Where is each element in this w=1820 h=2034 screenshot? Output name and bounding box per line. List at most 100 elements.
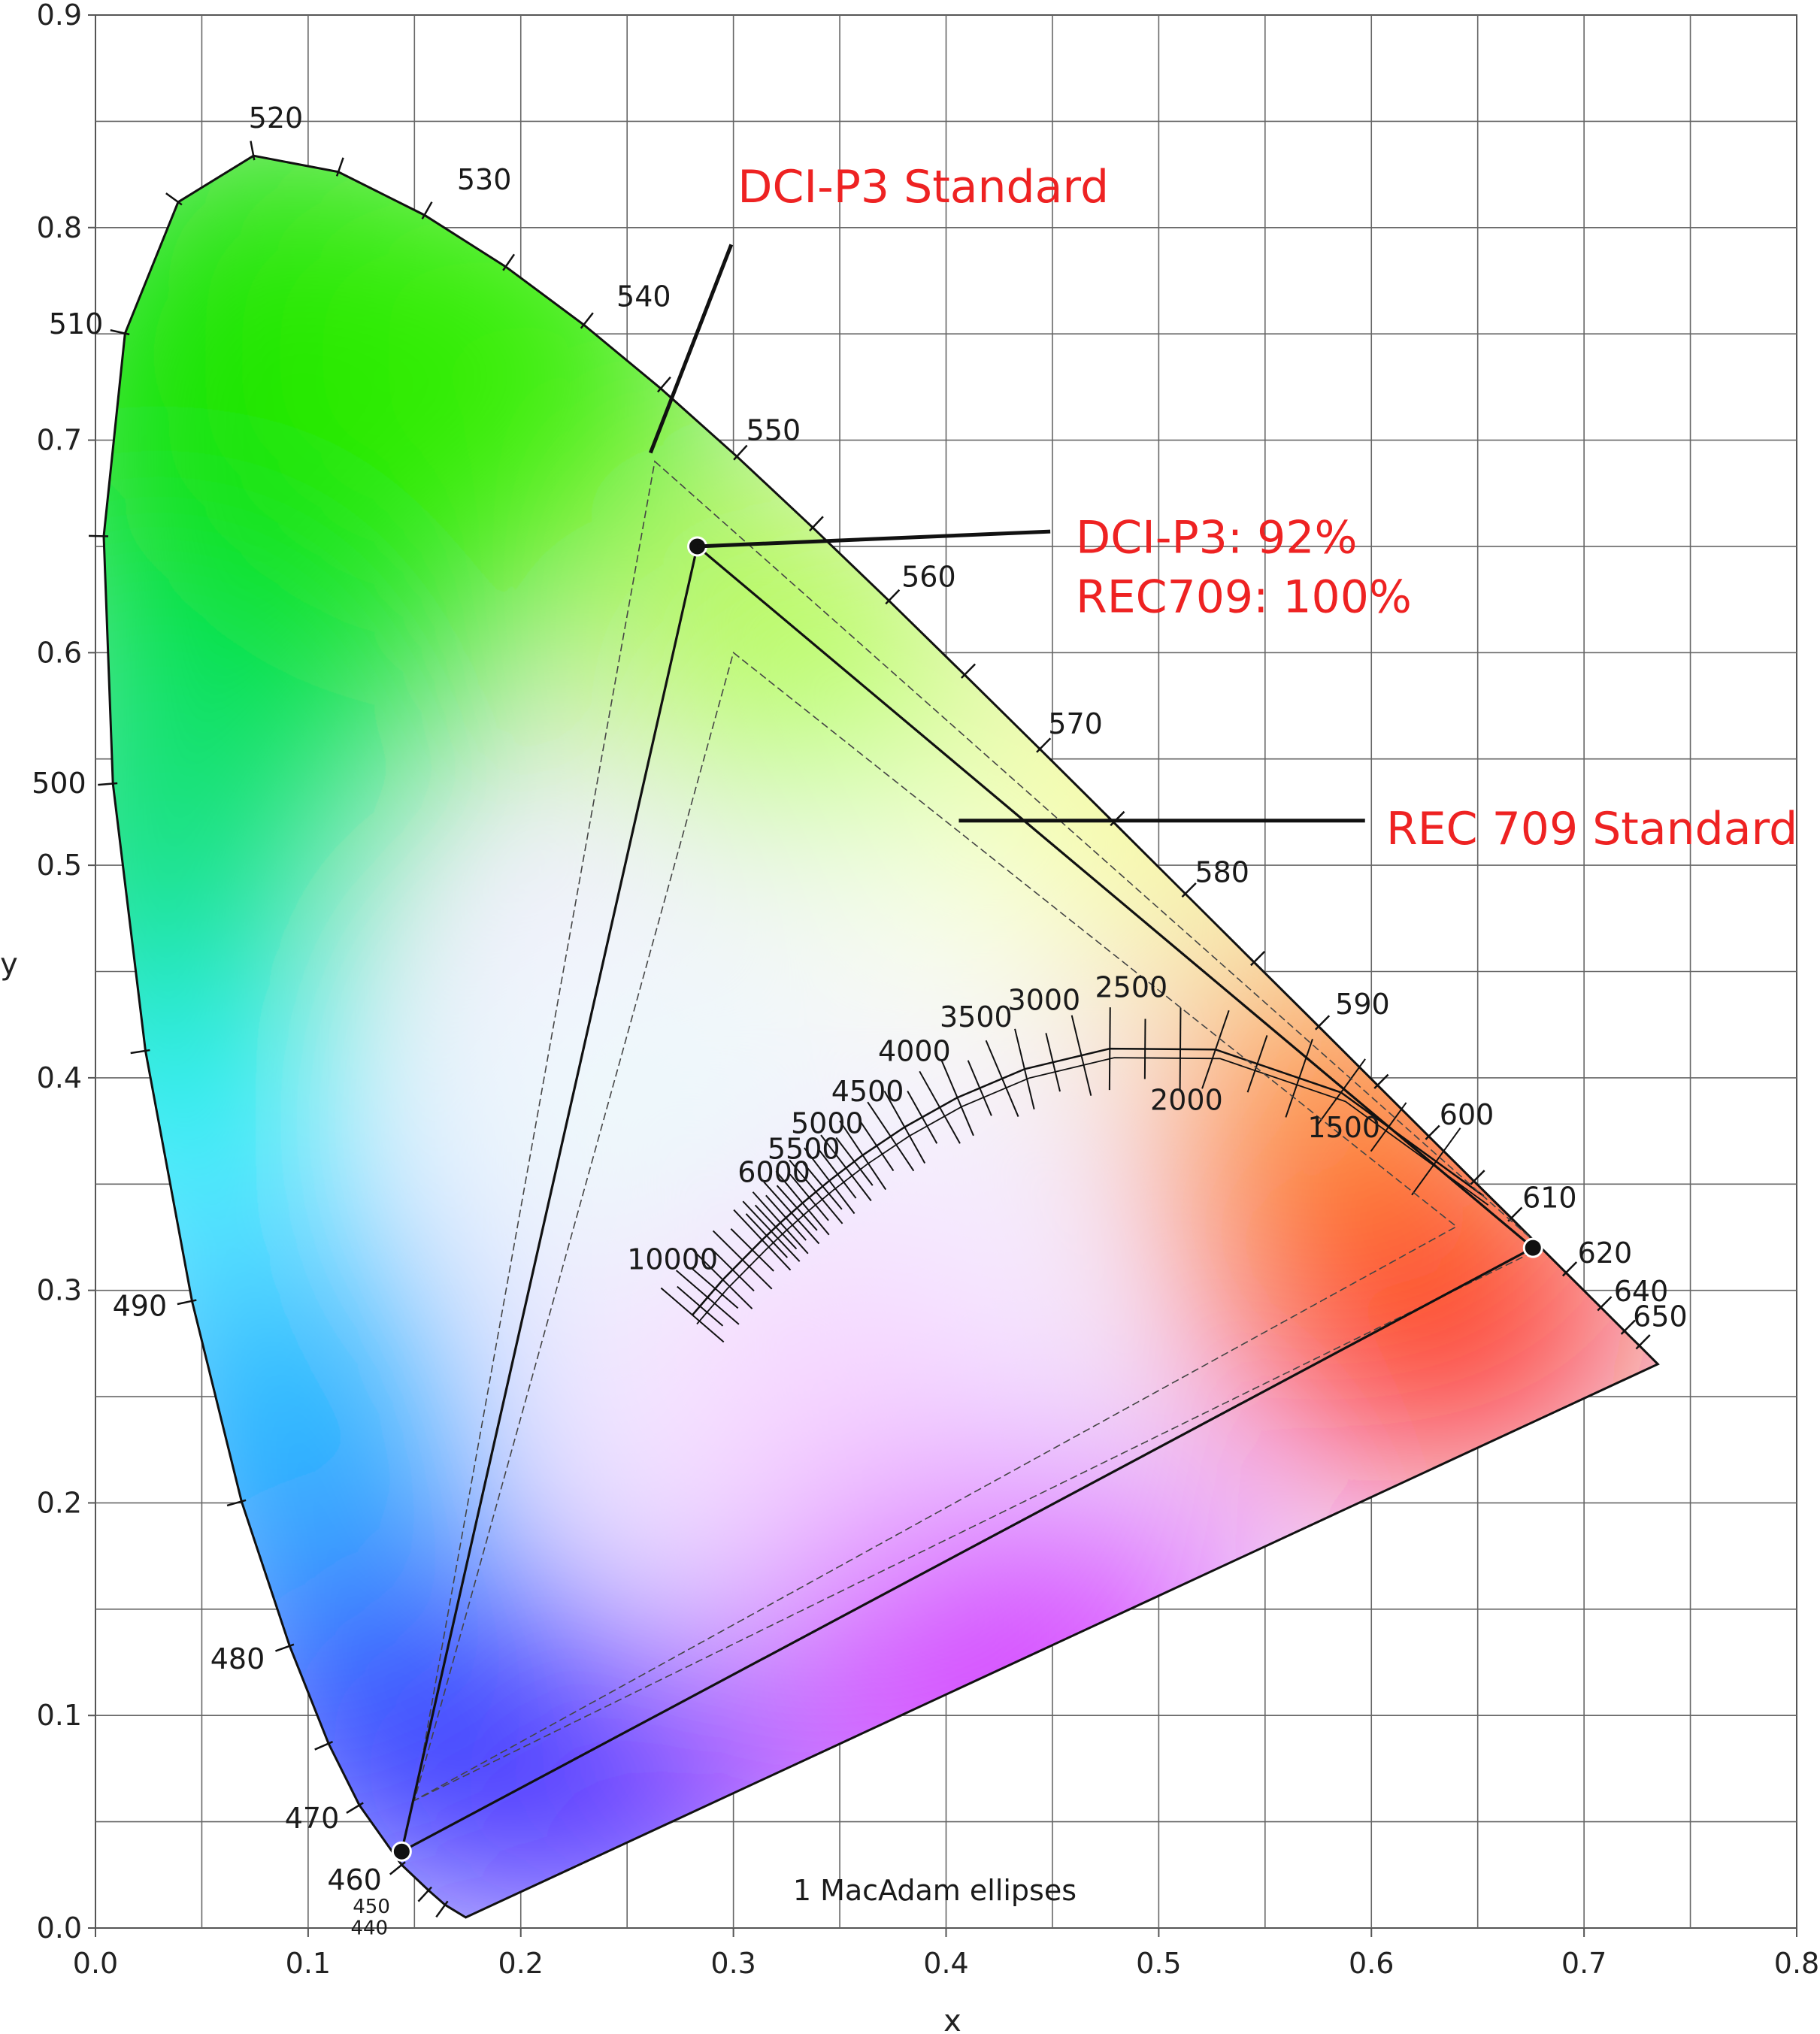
y-tick-label: 0.8 [37,211,82,244]
isotemperature-tick [1014,1028,1035,1110]
x-tick-label: 0.5 [1136,1947,1181,1980]
x-tick-label: 0.0 [73,1947,118,1980]
isotemperature-tick [752,1191,809,1255]
isotemperature-tick [733,1209,792,1271]
wavelength-label: 480 [210,1642,265,1675]
y-tick-label: 0.5 [37,849,82,882]
chart-labels: DCI-P3 Standard DCI-P3: 92% REC709: 100% RE… [32,101,1797,1940]
isotemperature-tick [660,1287,725,1343]
wavelength-label: 590 [1335,988,1390,1021]
isotemperature-tick [1246,1035,1268,1093]
wavelength-tick [1314,1015,1331,1031]
y-axis-label: y [0,947,18,982]
y-tick-label: 0.6 [37,636,82,669]
isotemperature-tick [742,1200,801,1262]
wavelength-label: 500 [32,767,86,800]
annotation-leaders [648,244,1365,823]
wavelength-tick [130,1049,150,1055]
wavelength-label: 650 [1633,1300,1688,1333]
cct-label: 5000 [791,1106,864,1140]
x-tick-label: 0.7 [1561,1947,1607,1980]
annotation-leader-line [648,244,734,454]
isotemperature-tick [819,1149,857,1199]
wavelength-tick [885,589,901,605]
wavelength-tick [502,253,516,271]
wavelength-tick [1620,1319,1636,1335]
wavelength-label: 600 [1440,1098,1494,1131]
wavelength-tick [809,516,824,531]
wavelength-tick [346,1802,364,1814]
cct-label: 4500 [831,1075,904,1108]
wavelength-tick [1597,1296,1613,1312]
wavelength-label: 620 [1578,1236,1633,1270]
planckian-locus-line [692,1047,1485,1316]
isotemperature-tick [692,1268,739,1309]
wavelength-tick [165,192,183,206]
wavelength-tick [389,1861,406,1875]
wavelength-tick [1507,1206,1523,1222]
annotation-label: REC 709 Standard [1386,803,1797,855]
planckian-locus-line-secondary [696,1057,1489,1325]
isotemperature-tick [775,1170,830,1236]
isotemperature-tick [677,1285,724,1327]
cct-label: 2500 [1095,970,1168,1003]
annotation-leader-line [697,529,1051,549]
wavelength-tick [1373,1073,1389,1089]
isotemperature-tick [789,1173,829,1221]
wavelength-label: 570 [1048,707,1103,740]
cct-label: 5500 [768,1132,840,1165]
wavelength-tick [98,782,118,786]
wavelength-tick [1036,737,1052,753]
wavelength-label: 560 [901,561,956,594]
macadam-note: 1 MacAdam ellipses [793,1874,1077,1907]
wavelength-tick [177,1299,197,1306]
isotemperature-tick [710,1248,755,1292]
isotemperature-tick [754,1204,798,1250]
cct-label: 10000 [627,1242,718,1276]
wavelength-tick [435,1900,449,1918]
isotemperature-tick [1411,1127,1461,1196]
wavelength-tick [1635,1334,1651,1350]
annotation-label: DCI-P3 Standard [737,161,1109,213]
isotemperature-tick [1201,1009,1230,1089]
isotemperature-tick [712,1230,773,1290]
wavelength-tick [1249,950,1266,967]
wavelength-label: 640 [1614,1275,1669,1308]
x-tick-label: 0.2 [498,1947,544,1980]
wavelength-tick [275,1643,295,1652]
gamut-triangle-rec-709-standard [413,651,1458,1802]
x-tick-label: 0.8 [1774,1947,1819,1980]
isotemperature-tick [789,1159,843,1224]
wavelength-label: 530 [457,163,512,196]
wavelength-tick [657,376,671,393]
isotemperature-tick [763,1181,820,1245]
wavelength-tick [1561,1261,1578,1277]
wavelength-label: 490 [113,1290,168,1323]
gamut-triangle-dci-p3-standard [413,460,1543,1802]
wavelength-tick [421,201,433,219]
isotemperature-tick [765,1194,807,1241]
wavelength-label: 450 [353,1896,390,1918]
isotemperature-tick [985,1040,1019,1117]
wavelength-tick [580,312,594,329]
annotation-label: DCI-P3: 92% [1076,511,1357,564]
isotemperature-tick [907,1091,938,1144]
y-tick-label: 0.0 [37,1911,82,1945]
planckian-locus [660,1007,1489,1343]
wavelength-label: 440 [350,1917,388,1939]
cct-label: 4000 [878,1034,951,1067]
wavelength-tick [250,141,256,161]
isotemperature-tick [1285,1038,1313,1118]
isotemperature-tick [867,1101,915,1172]
wavelength-label: 610 [1522,1181,1577,1214]
axis-tick-labels: 0.0 0.1 0.2 0.3 0.4 0.5 0.6 0.7 0.8 0.0 0.1 0.2 0.3 0… [37,0,1820,1980]
isotemperature-tick [859,1120,895,1172]
wavelength-tick [417,1886,432,1902]
isotemperature-tick [776,1185,818,1231]
isotemperature-tick [919,1070,961,1144]
isotemperature-tick [675,1270,740,1325]
x-tick-label: 0.4 [923,1947,968,1980]
isotemperature-tick [820,1134,872,1202]
y-tick-label: 0.9 [37,0,82,32]
isotemperature-tick [804,1147,855,1215]
